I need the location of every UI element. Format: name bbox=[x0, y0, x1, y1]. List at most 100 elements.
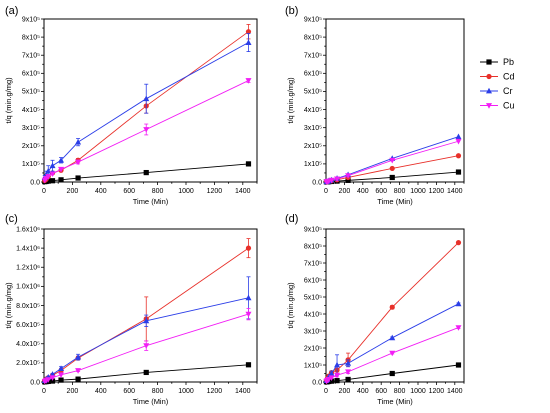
y-tick-label: 1.0x10⁶ bbox=[16, 284, 40, 291]
x-tick-label: 200 bbox=[67, 388, 79, 395]
x-tick-label: 1000 bbox=[178, 388, 194, 395]
data-point bbox=[328, 177, 335, 184]
legend-entry-pb: Pb bbox=[480, 57, 514, 67]
y-tick-label: 6x10⁵ bbox=[304, 277, 322, 284]
data-point bbox=[345, 177, 351, 183]
data-point bbox=[389, 174, 395, 181]
x-tick-label: 1200 bbox=[207, 388, 223, 395]
y-tick-label: 8x10⁵ bbox=[304, 34, 322, 41]
data-point bbox=[45, 167, 52, 174]
data-point bbox=[75, 368, 82, 374]
y-tick-label: 1x10⁵ bbox=[22, 161, 40, 168]
x-tick-label: 1400 bbox=[235, 388, 251, 395]
y-axis-label: t/q (min.g/mg) bbox=[286, 77, 295, 124]
y-tick-label: 4.0x10⁵ bbox=[16, 341, 40, 348]
data-point bbox=[75, 175, 81, 181]
data-point bbox=[58, 157, 65, 163]
data-point bbox=[334, 176, 341, 183]
x-tick-label: 1200 bbox=[207, 188, 223, 195]
legend-marker bbox=[486, 103, 492, 109]
data-point bbox=[389, 370, 395, 377]
y-tick-label: 0.0 bbox=[312, 179, 322, 186]
panel-b: (b) 0 200 400 600 800 1000 1200 1400 0.0 1x10⁵ 2x10… bbox=[285, 5, 465, 206]
y-tick-label: 4x10⁵ bbox=[304, 107, 322, 114]
data-point bbox=[49, 375, 56, 381]
legend: Pb Cd Cr Cu bbox=[480, 57, 515, 111]
panel-a: (a) 0 200 400 600 800 1000 1200 1400 0.0 1x10⁵ 2x10… bbox=[4, 5, 258, 206]
data-point bbox=[328, 378, 335, 384]
y-tick-label: 2.0x10⁵ bbox=[16, 360, 40, 367]
y-tick-label: 8x10⁵ bbox=[22, 34, 40, 41]
x-tick-label: 400 bbox=[357, 388, 369, 395]
y-tick-label: 6.0x10⁵ bbox=[16, 322, 40, 329]
x-tick-label: 0 bbox=[42, 388, 46, 395]
x-tick-label: 1400 bbox=[447, 188, 463, 195]
y-axis-label: t/q (min.g/mg) bbox=[4, 282, 13, 329]
x-tick-label: 600 bbox=[123, 188, 135, 195]
series-cu bbox=[323, 138, 462, 185]
series-cr bbox=[323, 300, 462, 384]
y-tick-label: 0.0 bbox=[30, 379, 40, 386]
y-tick-label: 9x10⁵ bbox=[304, 16, 322, 23]
legend-marker bbox=[486, 87, 492, 94]
x-axis-label: Time (Min) bbox=[377, 397, 413, 406]
data-point bbox=[143, 127, 150, 133]
x-tick-label: 600 bbox=[375, 388, 387, 395]
x-tick-label: 0 bbox=[324, 388, 328, 395]
y-tick-label: 3x10⁵ bbox=[304, 328, 322, 335]
x-tick-label: 600 bbox=[375, 188, 387, 195]
x-tick-label: 1000 bbox=[410, 388, 426, 395]
data-point bbox=[143, 369, 149, 376]
data-point bbox=[143, 169, 149, 176]
data-point bbox=[345, 360, 352, 366]
data-point bbox=[143, 95, 150, 102]
y-tick-label: 2x10⁵ bbox=[22, 143, 40, 150]
data-point bbox=[334, 361, 341, 368]
data-point bbox=[389, 334, 396, 341]
legend-label: Cr bbox=[503, 86, 513, 96]
data-point bbox=[389, 157, 396, 164]
panel-label: (d) bbox=[285, 213, 298, 225]
y-tick-label: 9x10⁵ bbox=[22, 16, 40, 23]
data-point bbox=[143, 343, 150, 349]
series-cu bbox=[323, 325, 462, 385]
x-tick-label: 400 bbox=[95, 188, 107, 195]
y-tick-label: 7x10⁵ bbox=[22, 53, 40, 60]
x-axis-label: Time (Min) bbox=[133, 397, 169, 406]
y-tick-label: 6x10⁵ bbox=[22, 71, 40, 78]
y-tick-label: 2x10⁵ bbox=[304, 345, 322, 352]
series-cr bbox=[41, 33, 252, 180]
y-tick-label: 9x10⁵ bbox=[304, 226, 322, 233]
y-tick-label: 5x10⁵ bbox=[304, 294, 322, 301]
x-axis-label: Time (Min) bbox=[377, 197, 413, 206]
data-point bbox=[45, 377, 52, 383]
y-tick-label: 8x10⁵ bbox=[304, 243, 322, 250]
data-point bbox=[389, 304, 395, 310]
data-point bbox=[345, 376, 351, 383]
data-point bbox=[455, 240, 462, 246]
data-point bbox=[455, 153, 462, 159]
data-point bbox=[455, 138, 462, 145]
series-pb bbox=[42, 161, 252, 185]
x-tick-label: 0 bbox=[42, 188, 46, 195]
legend-label: Pb bbox=[503, 57, 514, 67]
data-point bbox=[389, 165, 395, 172]
data-point bbox=[345, 173, 352, 179]
y-tick-label: 1.4x10⁶ bbox=[16, 245, 40, 252]
x-tick-label: 1400 bbox=[235, 188, 251, 195]
data-point bbox=[245, 29, 252, 35]
data-point bbox=[245, 78, 252, 84]
data-point bbox=[389, 350, 396, 357]
y-axis-label: t/q (min.g/mg) bbox=[4, 77, 13, 124]
series-cd bbox=[323, 240, 462, 383]
y-tick-label: 1.6x10⁶ bbox=[16, 226, 40, 233]
legend-marker bbox=[486, 59, 492, 65]
data-point bbox=[455, 300, 462, 307]
data-point bbox=[58, 365, 65, 372]
x-tick-label: 1200 bbox=[429, 388, 445, 395]
data-point bbox=[75, 353, 82, 360]
x-tick-label: 800 bbox=[394, 388, 406, 395]
y-tick-label: 2x10⁵ bbox=[304, 143, 322, 150]
data-point bbox=[75, 376, 81, 382]
series-cu bbox=[41, 78, 252, 184]
